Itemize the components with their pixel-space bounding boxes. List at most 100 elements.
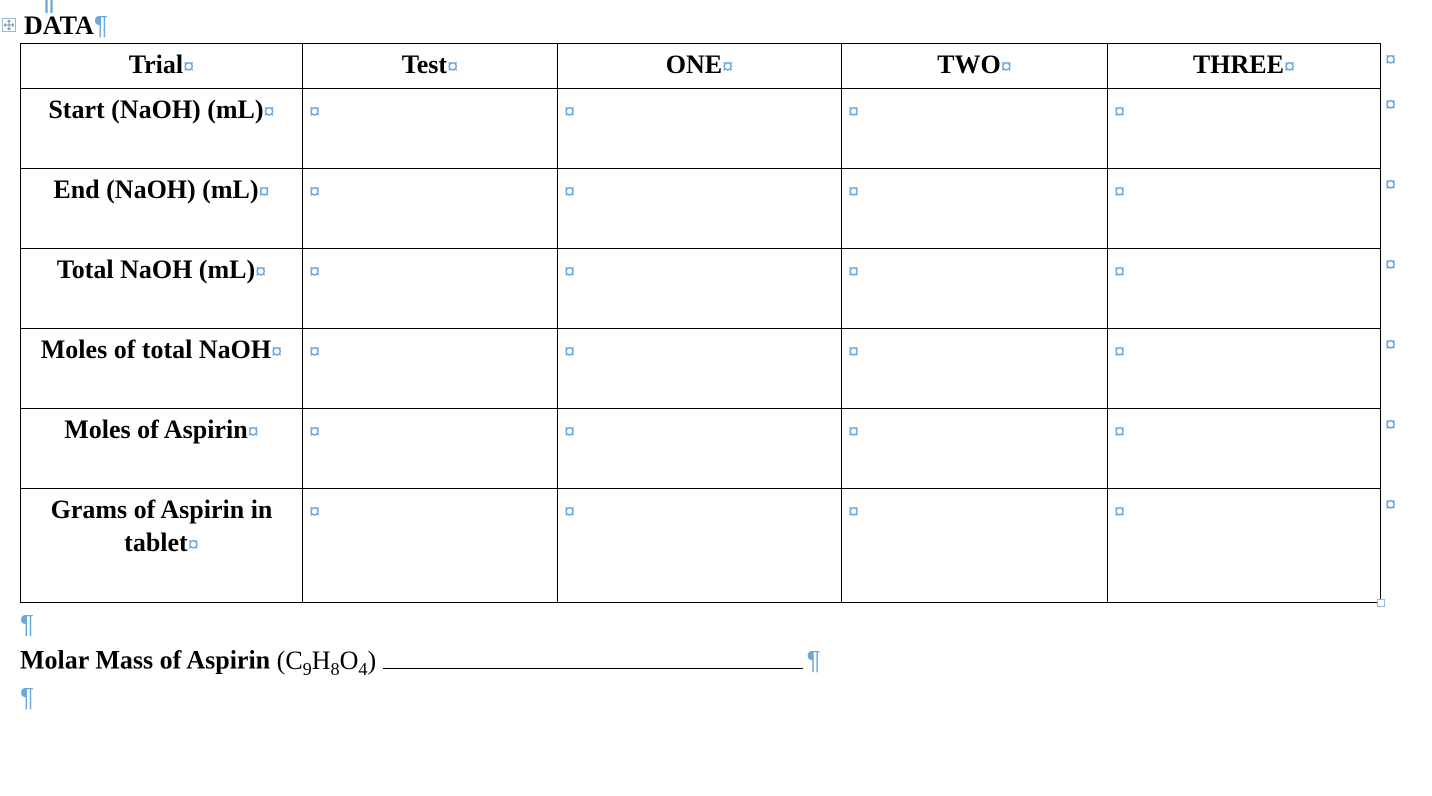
- data-cell[interactable]: ¤: [303, 409, 558, 489]
- cell-mark-icon: ¤: [264, 101, 275, 123]
- column-header[interactable]: TWO¤: [842, 44, 1108, 89]
- cell-mark-icon: ¤: [309, 341, 320, 363]
- data-cell[interactable]: ¤: [842, 89, 1108, 169]
- column-header-label: THREE: [1193, 50, 1284, 79]
- data-table[interactable]: Trial¤Test¤ONE¤TWO¤THREE¤Start (NaOH) (m…: [20, 43, 1381, 603]
- data-cell[interactable]: ¤: [1108, 409, 1381, 489]
- table-move-handle-icon[interactable]: [2, 18, 16, 32]
- table-row: End (NaOH) (mL)¤¤¤¤¤: [21, 169, 1381, 249]
- row-label-cell[interactable]: Total NaOH (mL)¤: [21, 249, 303, 329]
- cell-mark-icon: ¤: [1001, 56, 1012, 78]
- row-label-cell[interactable]: End (NaOH) (mL)¤: [21, 169, 303, 249]
- cell-mark-icon: ¤: [1114, 261, 1125, 283]
- data-cell[interactable]: ¤: [558, 89, 842, 169]
- cell-mark-icon: ¤: [248, 421, 259, 443]
- row-end-mark-icon: ¤: [1385, 175, 1396, 195]
- data-cell[interactable]: ¤: [842, 409, 1108, 489]
- data-cell[interactable]: ¤: [303, 489, 558, 603]
- row-label-cell[interactable]: Moles of total NaOH¤: [21, 329, 303, 409]
- cell-mark-icon: ¤: [309, 101, 320, 123]
- cell-mark-icon: ¤: [188, 534, 199, 556]
- pilcrow-icon: ¶: [94, 10, 108, 40]
- data-cell[interactable]: ¤: [558, 249, 842, 329]
- molar-mass-line[interactable]: Molar Mass of Aspirin (C9H8O4) ¶: [20, 644, 1432, 675]
- data-cell[interactable]: ¤: [303, 249, 558, 329]
- column-header-label: Test: [402, 50, 447, 79]
- cell-mark-icon: ¤: [564, 501, 575, 523]
- row-label-text: Total NaOH (mL): [57, 255, 255, 284]
- row-label-text: Moles of Aspirin: [64, 415, 247, 444]
- column-header[interactable]: THREE¤: [1108, 44, 1381, 89]
- cell-mark-icon: ¤: [564, 181, 575, 203]
- data-cell[interactable]: ¤: [842, 489, 1108, 603]
- row-label-cell[interactable]: Moles of Aspirin¤: [21, 409, 303, 489]
- data-cell[interactable]: ¤: [1108, 489, 1381, 603]
- data-cell[interactable]: ¤: [842, 169, 1108, 249]
- row-label-text: Start (NaOH) (mL): [48, 95, 263, 124]
- data-cell[interactable]: ¤: [558, 329, 842, 409]
- cell-mark-icon: ¤: [848, 101, 859, 123]
- table-header-row: Trial¤Test¤ONE¤TWO¤THREE¤: [21, 44, 1381, 89]
- heading-line[interactable]: DATA¶: [20, 10, 1432, 41]
- column-header-label: TWO: [937, 50, 1001, 79]
- data-cell[interactable]: ¤: [558, 169, 842, 249]
- data-cell[interactable]: ¤: [1108, 169, 1381, 249]
- molar-mass-blank[interactable]: [383, 644, 803, 668]
- table-resize-handle-icon[interactable]: [1377, 599, 1385, 607]
- data-cell[interactable]: ¤: [842, 249, 1108, 329]
- row-end-mark-icon: ¤: [1385, 415, 1396, 435]
- data-cell[interactable]: ¤: [1108, 329, 1381, 409]
- data-cell[interactable]: ¤: [1108, 89, 1381, 169]
- table-row: Start (NaOH) (mL)¤¤¤¤¤: [21, 89, 1381, 169]
- row-label-cell[interactable]: Grams of Aspirin in tablet¤: [21, 489, 303, 603]
- cell-mark-icon: ¤: [447, 56, 458, 78]
- molar-mass-formula: (C9H8O4): [277, 646, 383, 675]
- data-cell[interactable]: ¤: [558, 489, 842, 603]
- cell-mark-icon: ¤: [255, 261, 266, 283]
- cell-mark-icon: ¤: [271, 341, 282, 363]
- cell-mark-icon: ¤: [848, 181, 859, 203]
- data-cell[interactable]: ¤: [558, 409, 842, 489]
- cell-mark-icon: ¤: [564, 421, 575, 443]
- table-wrap: Trial¤Test¤ONE¤TWO¤THREE¤Start (NaOH) (m…: [20, 43, 1432, 603]
- row-end-mark-icon: ¤: [1385, 50, 1396, 70]
- pilcrow-icon: ¶: [20, 609, 34, 639]
- data-cell[interactable]: ¤: [303, 329, 558, 409]
- cell-mark-icon: ¤: [564, 341, 575, 363]
- cell-mark-icon: ¤: [722, 56, 733, 78]
- data-cell[interactable]: ¤: [842, 329, 1108, 409]
- data-cell[interactable]: ¤: [1108, 249, 1381, 329]
- cell-mark-icon: ¤: [1114, 181, 1125, 203]
- cell-mark-icon: ¤: [848, 341, 859, 363]
- cell-mark-icon: ¤: [1114, 341, 1125, 363]
- cell-mark-icon: ¤: [848, 421, 859, 443]
- row-label-text: Moles of total NaOH: [41, 335, 271, 364]
- cell-mark-icon: ¤: [259, 181, 270, 203]
- molar-mass-label: Molar Mass of Aspirin: [20, 646, 277, 675]
- cell-mark-icon: ¤: [309, 501, 320, 523]
- row-end-mark-icon: ¤: [1385, 95, 1396, 115]
- cell-mark-icon: ¤: [848, 261, 859, 283]
- column-header[interactable]: ONE¤: [558, 44, 842, 89]
- cell-mark-icon: ¤: [564, 261, 575, 283]
- data-cell[interactable]: ¤: [303, 89, 558, 169]
- cell-mark-icon: ¤: [564, 101, 575, 123]
- cell-mark-icon: ¤: [1114, 421, 1125, 443]
- pilcrow-icon: ¶: [807, 645, 821, 675]
- blank-paragraph[interactable]: ¶: [20, 609, 1432, 640]
- data-cell[interactable]: ¤: [303, 169, 558, 249]
- cell-mark-icon: ¤: [1114, 101, 1125, 123]
- column-header-label: Trial: [129, 50, 183, 79]
- column-header[interactable]: Trial¤: [21, 44, 303, 89]
- column-header-label: ONE: [666, 50, 722, 79]
- blank-paragraph[interactable]: ¶: [20, 682, 1432, 713]
- heading-text[interactable]: DATA: [24, 11, 94, 40]
- pilcrow-icon: ¶: [20, 682, 34, 712]
- row-label-cell[interactable]: Start (NaOH) (mL)¤: [21, 89, 303, 169]
- cell-mark-icon: ¤: [309, 261, 320, 283]
- table-row: Moles of Aspirin¤¤¤¤¤: [21, 409, 1381, 489]
- column-header[interactable]: Test¤: [303, 44, 558, 89]
- row-label-text: End (NaOH) (mL): [53, 175, 258, 204]
- document-page: || DATA¶ Trial¤Test¤ONE¤TWO¤THREE¤Start …: [0, 0, 1432, 735]
- row-label-text: Grams of Aspirin in tablet: [51, 495, 273, 557]
